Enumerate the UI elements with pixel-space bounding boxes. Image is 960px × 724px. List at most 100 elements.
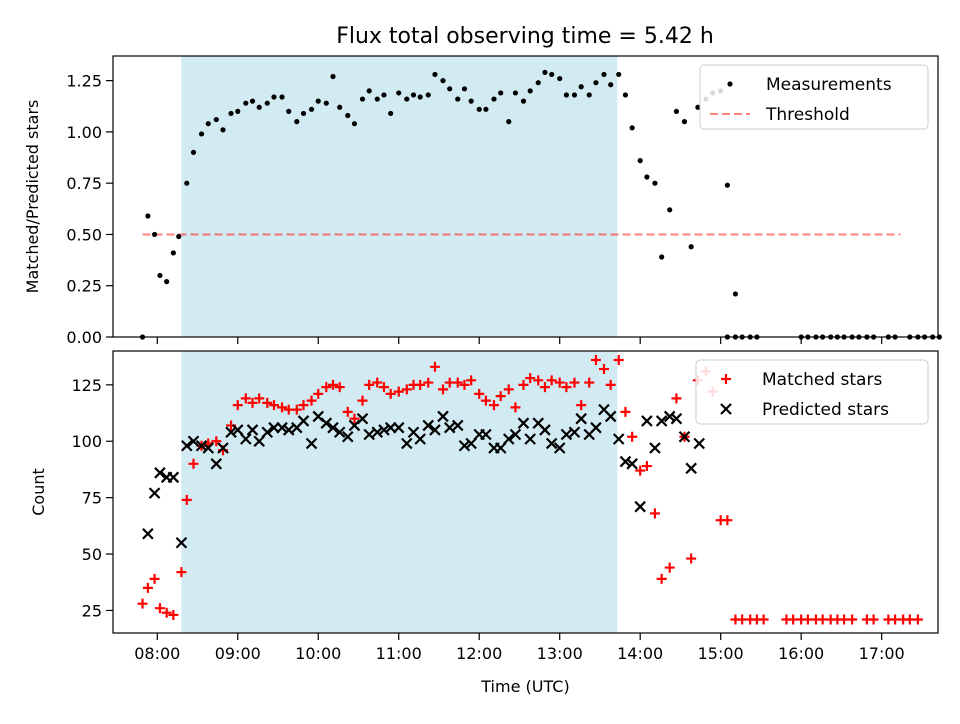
- data-point: [601, 71, 607, 78]
- data-point: [641, 461, 652, 472]
- data-point: [586, 92, 592, 98]
- x-tick-label: 13:00: [537, 644, 583, 663]
- x-tick-label: 14:00: [617, 644, 663, 663]
- data-point: [364, 379, 375, 390]
- data-point: [161, 607, 172, 618]
- data-point: [187, 435, 200, 448]
- data-point: [148, 487, 161, 499]
- data-point: [465, 437, 477, 450]
- data-point: [385, 388, 396, 399]
- data-point: [277, 402, 288, 413]
- data-point: [271, 94, 277, 100]
- x-tick-label: 16:00: [778, 644, 824, 663]
- data-point: [518, 379, 529, 390]
- data-point: [549, 71, 555, 78]
- data-point: [210, 458, 223, 470]
- series-predicted-stars: [142, 403, 705, 549]
- data-point: [605, 379, 616, 390]
- data-point: [372, 377, 383, 388]
- plot-top: 0.00 0.25 0.50 0.75 1.00 1.25 Matched/Predicte…: [23, 55, 942, 347]
- data-point: [388, 110, 394, 117]
- data-point: [480, 395, 491, 406]
- data-point: [912, 614, 923, 625]
- data-point: [249, 98, 256, 104]
- data-point: [240, 393, 251, 404]
- data-point: [425, 92, 431, 98]
- data-point: [619, 455, 632, 468]
- data-point: [313, 388, 324, 399]
- y-tick-label: 1.00: [66, 123, 102, 142]
- data-point: [334, 382, 345, 393]
- data-point: [175, 536, 188, 549]
- data-point: [681, 119, 688, 125]
- data-point: [181, 494, 192, 505]
- data-point: [571, 92, 578, 98]
- data-point: [297, 415, 310, 427]
- data-point: [225, 426, 237, 438]
- data-point: [608, 82, 614, 88]
- data-point: [305, 437, 318, 450]
- data-point: [868, 614, 879, 625]
- data-point: [451, 419, 464, 432]
- data-point: [620, 406, 631, 417]
- data-point: [321, 382, 332, 393]
- data-point: [671, 393, 682, 404]
- data-point: [217, 442, 229, 454]
- data-point: [142, 582, 153, 593]
- data-point: [188, 458, 199, 469]
- data-point: [568, 426, 581, 438]
- data-point: [468, 98, 474, 104]
- data-point: [634, 500, 646, 513]
- data-point: [151, 231, 158, 238]
- data-point: [202, 442, 215, 454]
- legend-label: Matched stars: [762, 370, 882, 390]
- data-point: [137, 598, 148, 609]
- data-point: [345, 112, 351, 119]
- data-point: [576, 400, 587, 411]
- data-point: [664, 562, 675, 573]
- data-point: [488, 400, 499, 411]
- x-axis-label: Time (UTC): [480, 677, 569, 696]
- data-point: [253, 435, 265, 448]
- data-point: [342, 406, 353, 417]
- x-tick-label: 12:00: [456, 644, 502, 663]
- data-point: [443, 421, 456, 434]
- data-point: [198, 131, 205, 137]
- y-tick-label: 0.50: [66, 225, 102, 244]
- data-point: [213, 116, 219, 123]
- data-point: [520, 98, 527, 104]
- data-point: [157, 272, 163, 279]
- data-point: [494, 442, 507, 454]
- data-point: [539, 424, 551, 436]
- data-point: [392, 421, 405, 434]
- data-point: [637, 158, 643, 164]
- data-point: [525, 373, 536, 384]
- data-point: [722, 515, 733, 526]
- data-point: [232, 400, 243, 411]
- y-tick-label: 100: [71, 432, 102, 451]
- data-point: [184, 180, 190, 186]
- data-point: [337, 104, 343, 110]
- x-tick-label: 15:00: [698, 644, 744, 663]
- legend-marker: [720, 403, 732, 415]
- data-point: [659, 254, 665, 260]
- data-point: [414, 433, 426, 445]
- data-point: [298, 400, 309, 411]
- data-point: [422, 419, 435, 432]
- data-point: [438, 384, 448, 395]
- observing-window: [181, 351, 618, 633]
- data-point: [557, 75, 563, 82]
- data-point: [724, 182, 730, 188]
- data-point: [211, 436, 222, 447]
- data-point: [635, 465, 646, 476]
- data-point: [695, 104, 701, 110]
- data-point: [670, 412, 683, 425]
- data-point: [231, 424, 244, 436]
- data-point: [498, 90, 504, 96]
- data-point: [142, 527, 154, 540]
- data-point: [351, 121, 358, 127]
- data-point: [641, 415, 653, 427]
- data-point: [732, 291, 739, 297]
- data-point: [578, 84, 584, 90]
